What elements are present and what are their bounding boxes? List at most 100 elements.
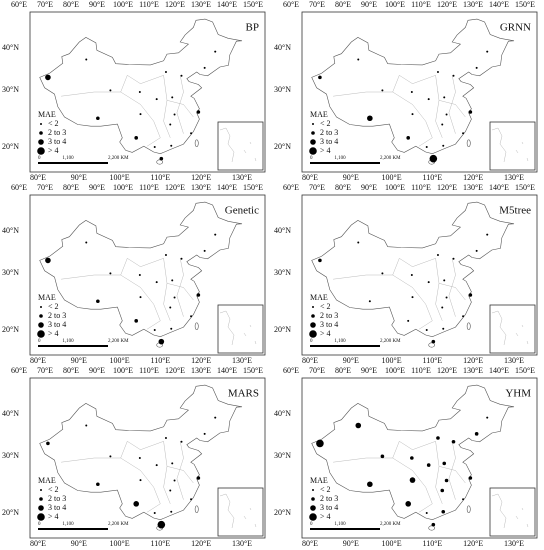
top-lon-label: 90°E [89,0,105,9]
station [411,113,414,116]
station [381,272,384,275]
bottom-lon-label: 130°E [232,356,252,365]
province-border [435,441,443,504]
station [214,233,217,236]
bottom-lon-label: 80°E [30,356,46,365]
legend-label: 2 to 3 [320,311,338,320]
top-lon-label: 110°E [139,183,159,192]
top-lon-label: 90°E [361,183,377,192]
bottom-lon-label: 100°E [110,539,130,548]
station [164,254,167,256]
panel-title: YHM [505,388,531,400]
station [431,339,436,344]
inset-frame [489,487,536,537]
legend-dot [38,139,44,145]
taiwan [194,139,199,148]
province-border [61,91,141,105]
bottom-lon-label: 130°E [504,173,524,182]
legend-dot [38,505,44,511]
lat-label: 30°N [274,451,291,460]
scale-bar [310,345,380,347]
station [318,258,322,263]
station [318,75,322,80]
station [427,98,430,101]
bottom-lon-label: 130°E [504,539,524,548]
top-lon-label: 150°E [243,183,263,192]
top-lon-label: 150°E [243,366,263,375]
station [158,338,165,345]
legend-dot [310,139,316,145]
station [381,89,384,92]
bottom-lon-label: 130°E [232,539,252,548]
map-panel: 60°E 70°E 80°E 90°E 100°E 110°E 120°E 130°E 140°… [2,0,266,182]
legend-label: 3 to 4 [48,137,66,146]
legend-label: 3 to 4 [320,137,338,146]
station [442,327,445,330]
province-border [333,91,413,105]
top-lon-label: 130°E [463,0,483,9]
scale-label: 1,100 [334,339,346,344]
legend-dot [312,489,314,491]
bottom-lon-label: 80°E [30,539,46,548]
top-lon-label: 80°E [335,0,351,9]
station [169,306,172,309]
panel-title: Genetic [225,205,259,217]
top-lon-label: 90°E [361,0,377,9]
station [316,439,324,448]
station [170,510,173,513]
lat-label: 40°N [274,43,291,52]
top-lon-label: 150°E [243,0,263,9]
legend-label: > 4 [48,329,59,338]
bottom-lon-label: 100°E [110,173,130,182]
hainan [156,159,163,165]
legend-dot [37,513,45,521]
lat-label: 20°N [2,508,19,517]
inset-coast [219,127,257,163]
bottom-lon-label: 90°E [343,539,359,548]
station [190,132,193,135]
legend-title: MAE [38,110,56,119]
inset-coast [491,493,529,529]
station [406,136,411,140]
station [443,279,446,282]
top-lon-label: 110°E [139,0,159,9]
frame [301,11,538,173]
top-lon-label: 110°E [139,366,159,375]
legend-dot [39,131,43,135]
top-lon-label: 140°E [489,183,509,192]
bottom-lon-label: 120°E [463,173,483,182]
legend-label: 2 to 3 [48,128,66,137]
station [180,257,183,260]
legend-label: 3 to 4 [48,503,66,512]
china-outline [39,18,243,155]
bottom-lon-label: 90°E [343,173,359,182]
bottom-lon-label: 110°E [151,356,171,365]
bottom-lon-label: 120°E [191,539,211,548]
station [462,498,465,501]
scale-label: 0 [310,156,313,161]
province-border [435,75,443,138]
province-border [392,75,436,93]
legend-dot [37,330,45,338]
province-border [448,258,456,317]
map-panel: 60°E 70°E 80°E 90°E 100°E 110°E 120°E 130°E 140°… [2,366,266,548]
station [138,457,141,459]
top-lon-label: 120°E [165,366,185,375]
bottom-lon-label: 90°E [71,356,87,365]
province-border [412,104,433,147]
top-lon-label: 130°E [191,183,211,192]
top-lon-label: 100°E [113,183,133,192]
top-lon-label: 60°E [283,0,299,9]
bottom-lon-label: 90°E [71,173,87,182]
legend-label: 2 to 3 [48,311,66,320]
scale-label: 2,200 KM [108,339,129,344]
scale-label: 2,200 KM [108,156,129,161]
province-border [120,75,164,93]
station [462,315,465,318]
legend-label: < 2 [320,485,331,494]
station [96,482,100,487]
frame [29,11,266,173]
scale-label: 0 [310,522,313,527]
station [196,110,201,114]
station [411,296,414,299]
